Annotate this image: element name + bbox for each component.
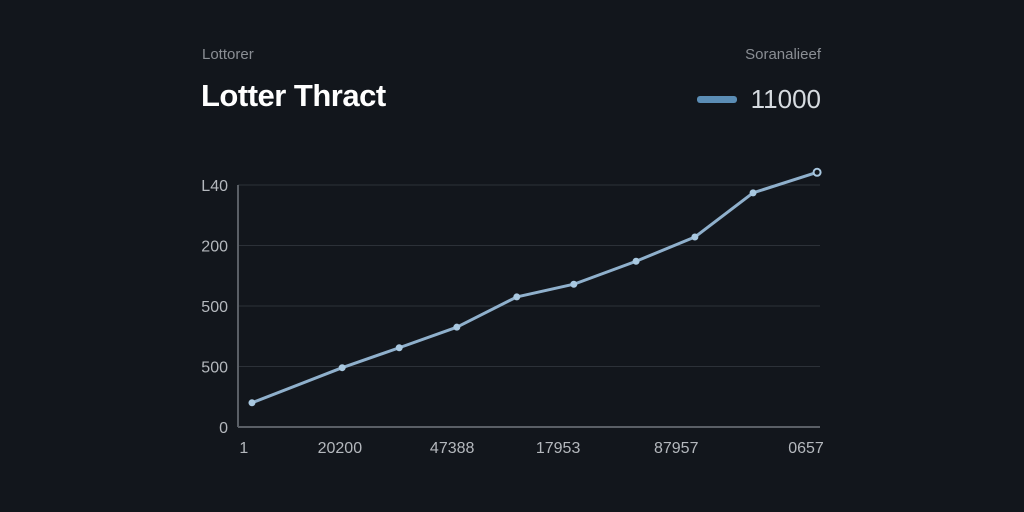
y-tick-label: 200 xyxy=(201,239,228,256)
legend-label: Soranalieef xyxy=(745,46,821,63)
legend: 11000 xyxy=(696,84,821,115)
x-tick-label: 47388 xyxy=(430,440,475,457)
x-tick-label: 1 xyxy=(239,440,248,457)
data-point xyxy=(570,280,578,288)
data-point xyxy=(395,344,403,352)
data-point xyxy=(812,167,822,177)
data-point xyxy=(453,323,461,331)
x-tick-label: 17953 xyxy=(536,440,581,457)
x-tick-label: 87957 xyxy=(654,440,699,457)
y-tick-label: 500 xyxy=(201,360,228,377)
data-point xyxy=(338,364,346,372)
x-tick-label: 20200 xyxy=(318,440,363,457)
data-point xyxy=(749,189,757,197)
data-point xyxy=(632,257,640,265)
data-point xyxy=(691,233,699,241)
y-tick-label: L40 xyxy=(201,178,228,195)
x-tick-label: 0657 xyxy=(788,440,824,457)
data-point xyxy=(248,399,256,407)
series-line xyxy=(251,170,818,405)
y-tick-label: 0 xyxy=(219,420,228,437)
legend-series-name: 11000 xyxy=(750,84,821,114)
y-tick-label: 500 xyxy=(201,299,228,316)
chart-title: Lotter Thract xyxy=(201,78,386,113)
data-point xyxy=(513,293,521,301)
chart-subtitle: Lottorer xyxy=(202,46,254,63)
legend-swatch xyxy=(696,96,737,103)
